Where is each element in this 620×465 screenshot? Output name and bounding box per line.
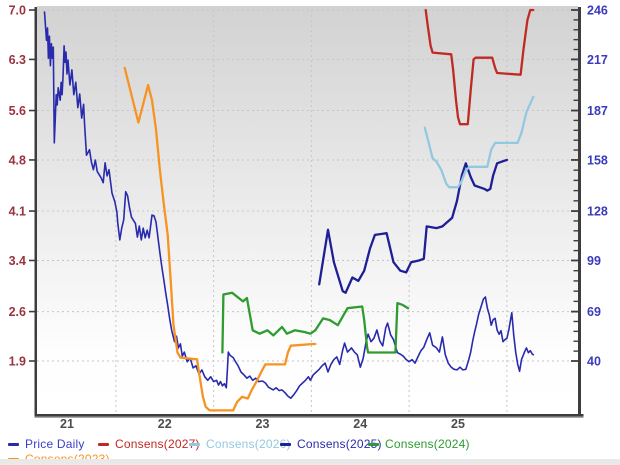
left-axis-label: 2.6 bbox=[9, 305, 26, 319]
legend-item-label: Consens(2024) bbox=[385, 437, 470, 451]
x-axis-label: 22 bbox=[158, 417, 172, 431]
legend-item-consens-2026-: Consens(2026) bbox=[189, 437, 291, 451]
series-line-consens-2025- bbox=[318, 158, 509, 294]
right-axis-label: 217 bbox=[587, 53, 608, 67]
right-axis-label: 187 bbox=[587, 104, 608, 118]
left-axis-label: 1.9 bbox=[9, 355, 26, 369]
series-line-price-daily bbox=[43, 11, 535, 400]
legend-item-price-daily: Price Daily bbox=[8, 437, 85, 451]
left-axis-label: 3.4 bbox=[9, 254, 26, 268]
bottom-axis-shadow bbox=[34, 416, 584, 418]
bottom-axis-bar bbox=[34, 414, 584, 417]
right-axis-label: 128 bbox=[587, 205, 608, 219]
left-axis-bar bbox=[34, 7, 37, 416]
chart-legend: Price Daily Consens(2027) Consens(2026) Con… bbox=[0, 431, 620, 465]
legend-line-swatch-icon bbox=[98, 442, 109, 446]
left-axis-label: 4.8 bbox=[9, 153, 26, 167]
right-axis-label: 246 bbox=[587, 4, 608, 18]
left-axis-label: 5.6 bbox=[9, 104, 26, 118]
legend-line-swatch-icon bbox=[189, 442, 200, 446]
legend-item-label: Price Daily bbox=[25, 437, 85, 451]
left-axis-label: 4.1 bbox=[9, 205, 26, 219]
x-axis-label: 23 bbox=[256, 417, 270, 431]
plot-background bbox=[37, 6, 578, 414]
left-axis-label: 7.0 bbox=[9, 4, 26, 18]
legend-item-label: Consens(2025) bbox=[297, 437, 382, 451]
series-line-consens-2026- bbox=[423, 95, 535, 189]
bottom-divider bbox=[0, 459, 620, 465]
legend-item-consens-2027-: Consens(2027) bbox=[98, 437, 200, 451]
x-axis-label: 24 bbox=[353, 417, 367, 431]
series-line-consens-2027- bbox=[424, 8, 535, 126]
series-line-consens-2023- bbox=[123, 66, 317, 412]
legend-item-label: Consens(2026) bbox=[206, 437, 291, 451]
left-axis-label: 6.3 bbox=[9, 53, 26, 67]
x-axis-label: 25 bbox=[451, 417, 465, 431]
right-axis-label: 40 bbox=[587, 355, 601, 369]
series-line-consens-2024- bbox=[221, 291, 410, 354]
legend-line-swatch-icon bbox=[8, 442, 19, 446]
legend-item-label: Consens(2027) bbox=[115, 437, 200, 451]
right-axis-label: 99 bbox=[587, 254, 601, 268]
legend-line-swatch-icon bbox=[280, 442, 291, 446]
x-axis-label: 21 bbox=[60, 417, 74, 431]
legend-item-consens-2025-: Consens(2025) bbox=[280, 437, 382, 451]
chart-plot-area: 7.0 6.3 5.6 4.8 4.1 3.4 2.6 1.9 246 217 187 158 128 9… bbox=[9, 4, 608, 432]
legend-line-swatch-icon bbox=[368, 442, 379, 446]
right-axis-label: 69 bbox=[587, 305, 601, 319]
legend-item-consens-2024-: Consens(2024) bbox=[368, 437, 470, 451]
right-axis-label: 158 bbox=[587, 153, 608, 167]
right-axis-bar bbox=[578, 7, 581, 416]
